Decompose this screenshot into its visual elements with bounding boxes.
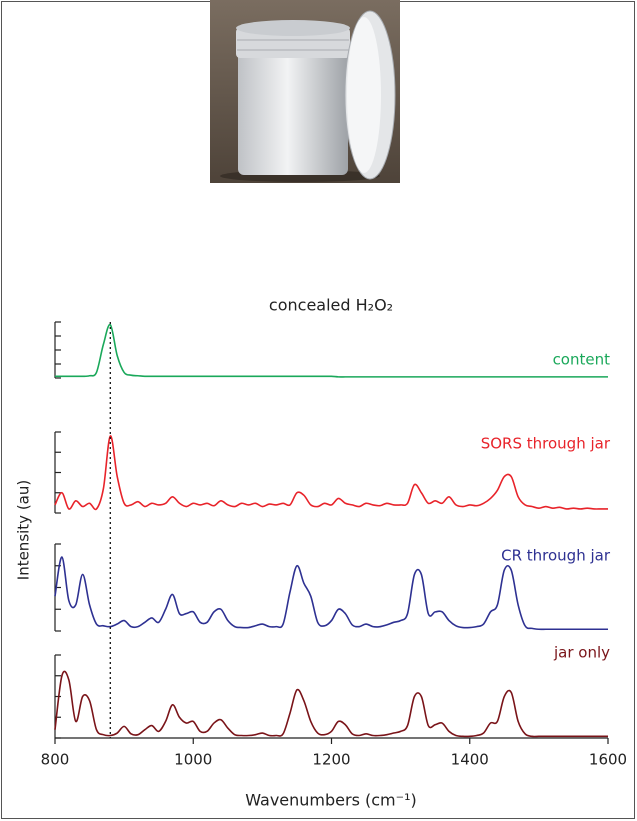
chart-title: concealed H₂O₂ bbox=[269, 296, 393, 315]
x-tick-label: 1200 bbox=[312, 751, 350, 769]
x-tick-label: 800 bbox=[41, 751, 70, 769]
y-axis-label: Intensity (au) bbox=[15, 480, 33, 580]
spectrum-line bbox=[54, 435, 608, 511]
series-label: jar only bbox=[553, 644, 610, 662]
series-label: content bbox=[553, 351, 611, 369]
photo bbox=[210, 0, 400, 183]
series-label: CR through jar bbox=[501, 547, 611, 565]
x-tick-label: 1400 bbox=[451, 751, 489, 769]
x-tick-label: 1000 bbox=[174, 751, 212, 769]
x-axis-label: Wavenumbers (cm⁻¹) bbox=[245, 791, 417, 810]
spectrum-line bbox=[54, 670, 608, 738]
spectrum-line bbox=[54, 556, 608, 631]
spectrum-line bbox=[54, 323, 608, 378]
x-tick-label: 1600 bbox=[589, 751, 627, 769]
series-label: SORS through jar bbox=[481, 435, 611, 453]
